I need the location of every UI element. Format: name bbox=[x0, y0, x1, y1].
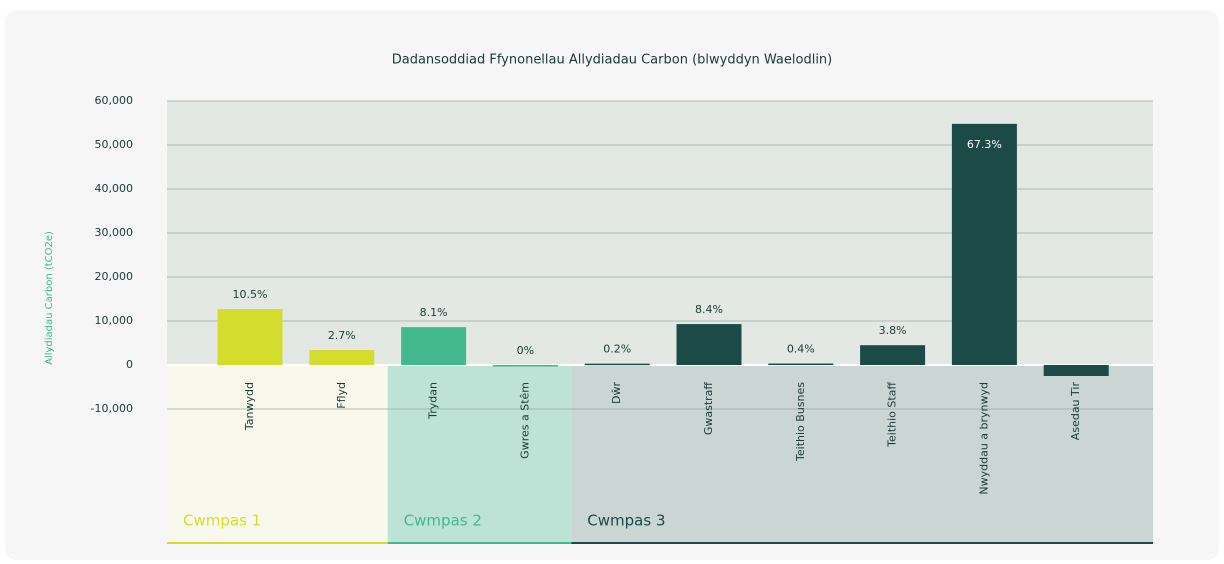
chart-title: Dadansoddiad Ffynonellau Allydiadau Carb… bbox=[392, 53, 833, 68]
y-axis-title: Allydiadau Carbon (tCO2e) bbox=[44, 231, 55, 365]
percent-label: 2.7% bbox=[328, 329, 356, 342]
bar bbox=[768, 363, 834, 366]
percent-label: 67.3% bbox=[967, 138, 1002, 151]
bar bbox=[584, 363, 650, 366]
x-tick-label: Dŵr bbox=[610, 382, 623, 404]
group-band bbox=[167, 365, 388, 543]
bar bbox=[951, 123, 1017, 365]
group-band bbox=[387, 365, 572, 543]
bar bbox=[309, 350, 375, 365]
y-tick-label: 40,000 bbox=[95, 182, 134, 195]
y-tick-label: -10,000 bbox=[91, 402, 133, 415]
bar bbox=[860, 345, 926, 365]
y-tick-label: 50,000 bbox=[95, 138, 134, 151]
bar bbox=[401, 327, 467, 365]
percent-label: 10.5% bbox=[233, 288, 268, 301]
y-tick-label: 10,000 bbox=[95, 314, 134, 327]
y-tick-label: 0 bbox=[126, 358, 133, 371]
group-label: Cwmpas 1 bbox=[183, 512, 261, 530]
x-tick-label: Teithio Busnes bbox=[794, 382, 807, 462]
x-tick-label: Nwyddau a brynwyd bbox=[977, 382, 990, 495]
percent-label: 8.1% bbox=[420, 306, 448, 319]
x-tick-label: Gwres a Stêm bbox=[518, 382, 531, 459]
percent-label: 8.4% bbox=[695, 303, 723, 316]
x-tick-label: Trydan bbox=[427, 382, 440, 420]
percent-label: 3.8% bbox=[879, 324, 907, 337]
group-label: Cwmpas 2 bbox=[404, 512, 482, 530]
percent-label: 0% bbox=[517, 344, 534, 357]
x-tick-label: Asedau Tir bbox=[1069, 382, 1082, 441]
group-band bbox=[571, 365, 1153, 543]
y-tick-label: 30,000 bbox=[95, 226, 134, 239]
bar bbox=[492, 365, 558, 367]
y-tick-label: 20,000 bbox=[95, 270, 134, 283]
group-label: Cwmpas 3 bbox=[587, 512, 665, 530]
x-tick-label: Gwastraff bbox=[702, 382, 715, 436]
bar bbox=[1043, 365, 1109, 376]
y-tick-label: 60,000 bbox=[95, 94, 134, 107]
x-tick-label: Tanwydd bbox=[243, 382, 256, 431]
percent-label: 0.4% bbox=[787, 343, 815, 356]
x-tick-label: Fflyd bbox=[335, 382, 348, 409]
bar bbox=[217, 309, 283, 365]
x-tick-label: Teithio Staff bbox=[886, 382, 899, 448]
bar bbox=[676, 324, 742, 365]
percent-label: 0.2% bbox=[603, 343, 631, 356]
